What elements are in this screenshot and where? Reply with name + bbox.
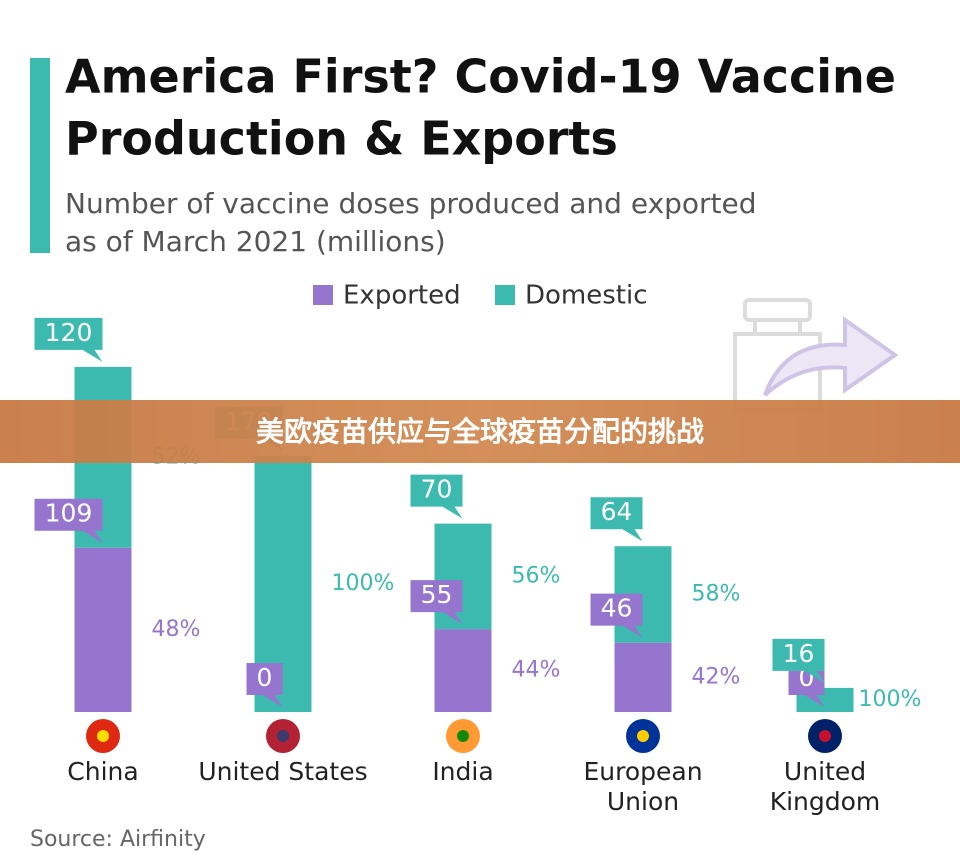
share-label: 42% [692,664,741,689]
share-label: 100% [859,687,922,712]
source: Source: Airfinity [30,827,206,852]
value-label: 46 [601,594,633,623]
category-label: China [67,757,139,786]
accent-bar [30,58,50,253]
bar-segment [74,547,132,712]
flag-detail [637,730,649,742]
title-line: America First? Covid-19 Vaccine [65,50,896,104]
subtitle-line: Number of vaccine doses produced and exp… [65,187,757,220]
value-label-box [410,474,463,519]
bar-segment [434,523,492,630]
category-label: India [432,757,494,786]
value-label: 120 [45,318,93,347]
share-label: 58% [692,581,741,606]
flag-detail [97,730,109,742]
share-label: 56% [512,563,561,588]
category-label: United States [198,757,368,786]
flag-detail [819,730,831,742]
value-label-box [772,638,825,683]
value-label-box [590,497,643,542]
title-line: Production & Exports [65,112,618,166]
value-label: 70 [421,475,453,504]
bar-segment [434,629,492,712]
value-label: 109 [45,499,93,528]
share-label: 48% [152,617,201,642]
flag-detail [277,730,289,742]
legend-swatch [313,285,333,305]
share-label: 44% [512,658,561,683]
value-label-box [34,317,103,362]
flag-detail [457,730,469,742]
value-label-box [410,580,463,625]
value-label-box [246,663,283,707]
subtitle-line: as of March 2021 (millions) [65,225,446,258]
legend-label: Domestic [525,281,648,311]
category-label: European Union [583,757,703,816]
value-label: 16 [783,639,815,668]
bar-segment [614,642,672,712]
value-label: 0 [257,663,273,692]
legend-label: Exported [343,281,461,311]
value-label: 55 [421,580,453,609]
share-label: 100% [332,571,395,596]
value-label-box [34,498,103,543]
legend-swatch [495,285,515,305]
banner: 美欧疫苗供应与全球疫苗分配的挑战 [0,400,960,463]
category-label: United Kingdom [769,757,881,816]
vial-icon [733,298,899,411]
value-label: 64 [601,497,633,526]
value-label-box [590,593,643,638]
